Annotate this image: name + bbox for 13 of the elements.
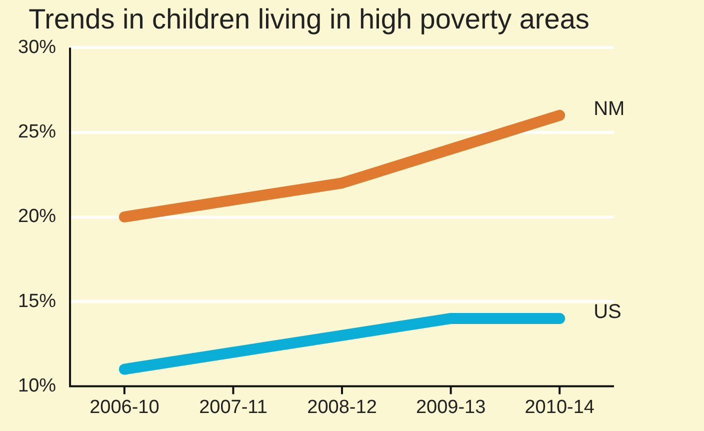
series-label: NM [594, 98, 625, 120]
y-tick-label: 30% [18, 36, 56, 58]
x-tick-label: 2010-14 [524, 396, 595, 418]
y-tick-label: 25% [18, 121, 56, 142]
series-label: US [594, 300, 622, 323]
chart-title: Trends in children living in high poverty areas [28, 4, 590, 35]
x-tick-label: 2008-12 [307, 396, 377, 418]
y-tick-label: 15% [18, 290, 56, 312]
x-tick-label: 2009-13 [416, 396, 486, 418]
y-tick-label: 10% [18, 375, 56, 396]
x-tick-label: 2006-10 [90, 396, 160, 418]
x-tick-label: 2007-11 [199, 396, 268, 418]
y-tick-label: 20% [18, 206, 56, 228]
